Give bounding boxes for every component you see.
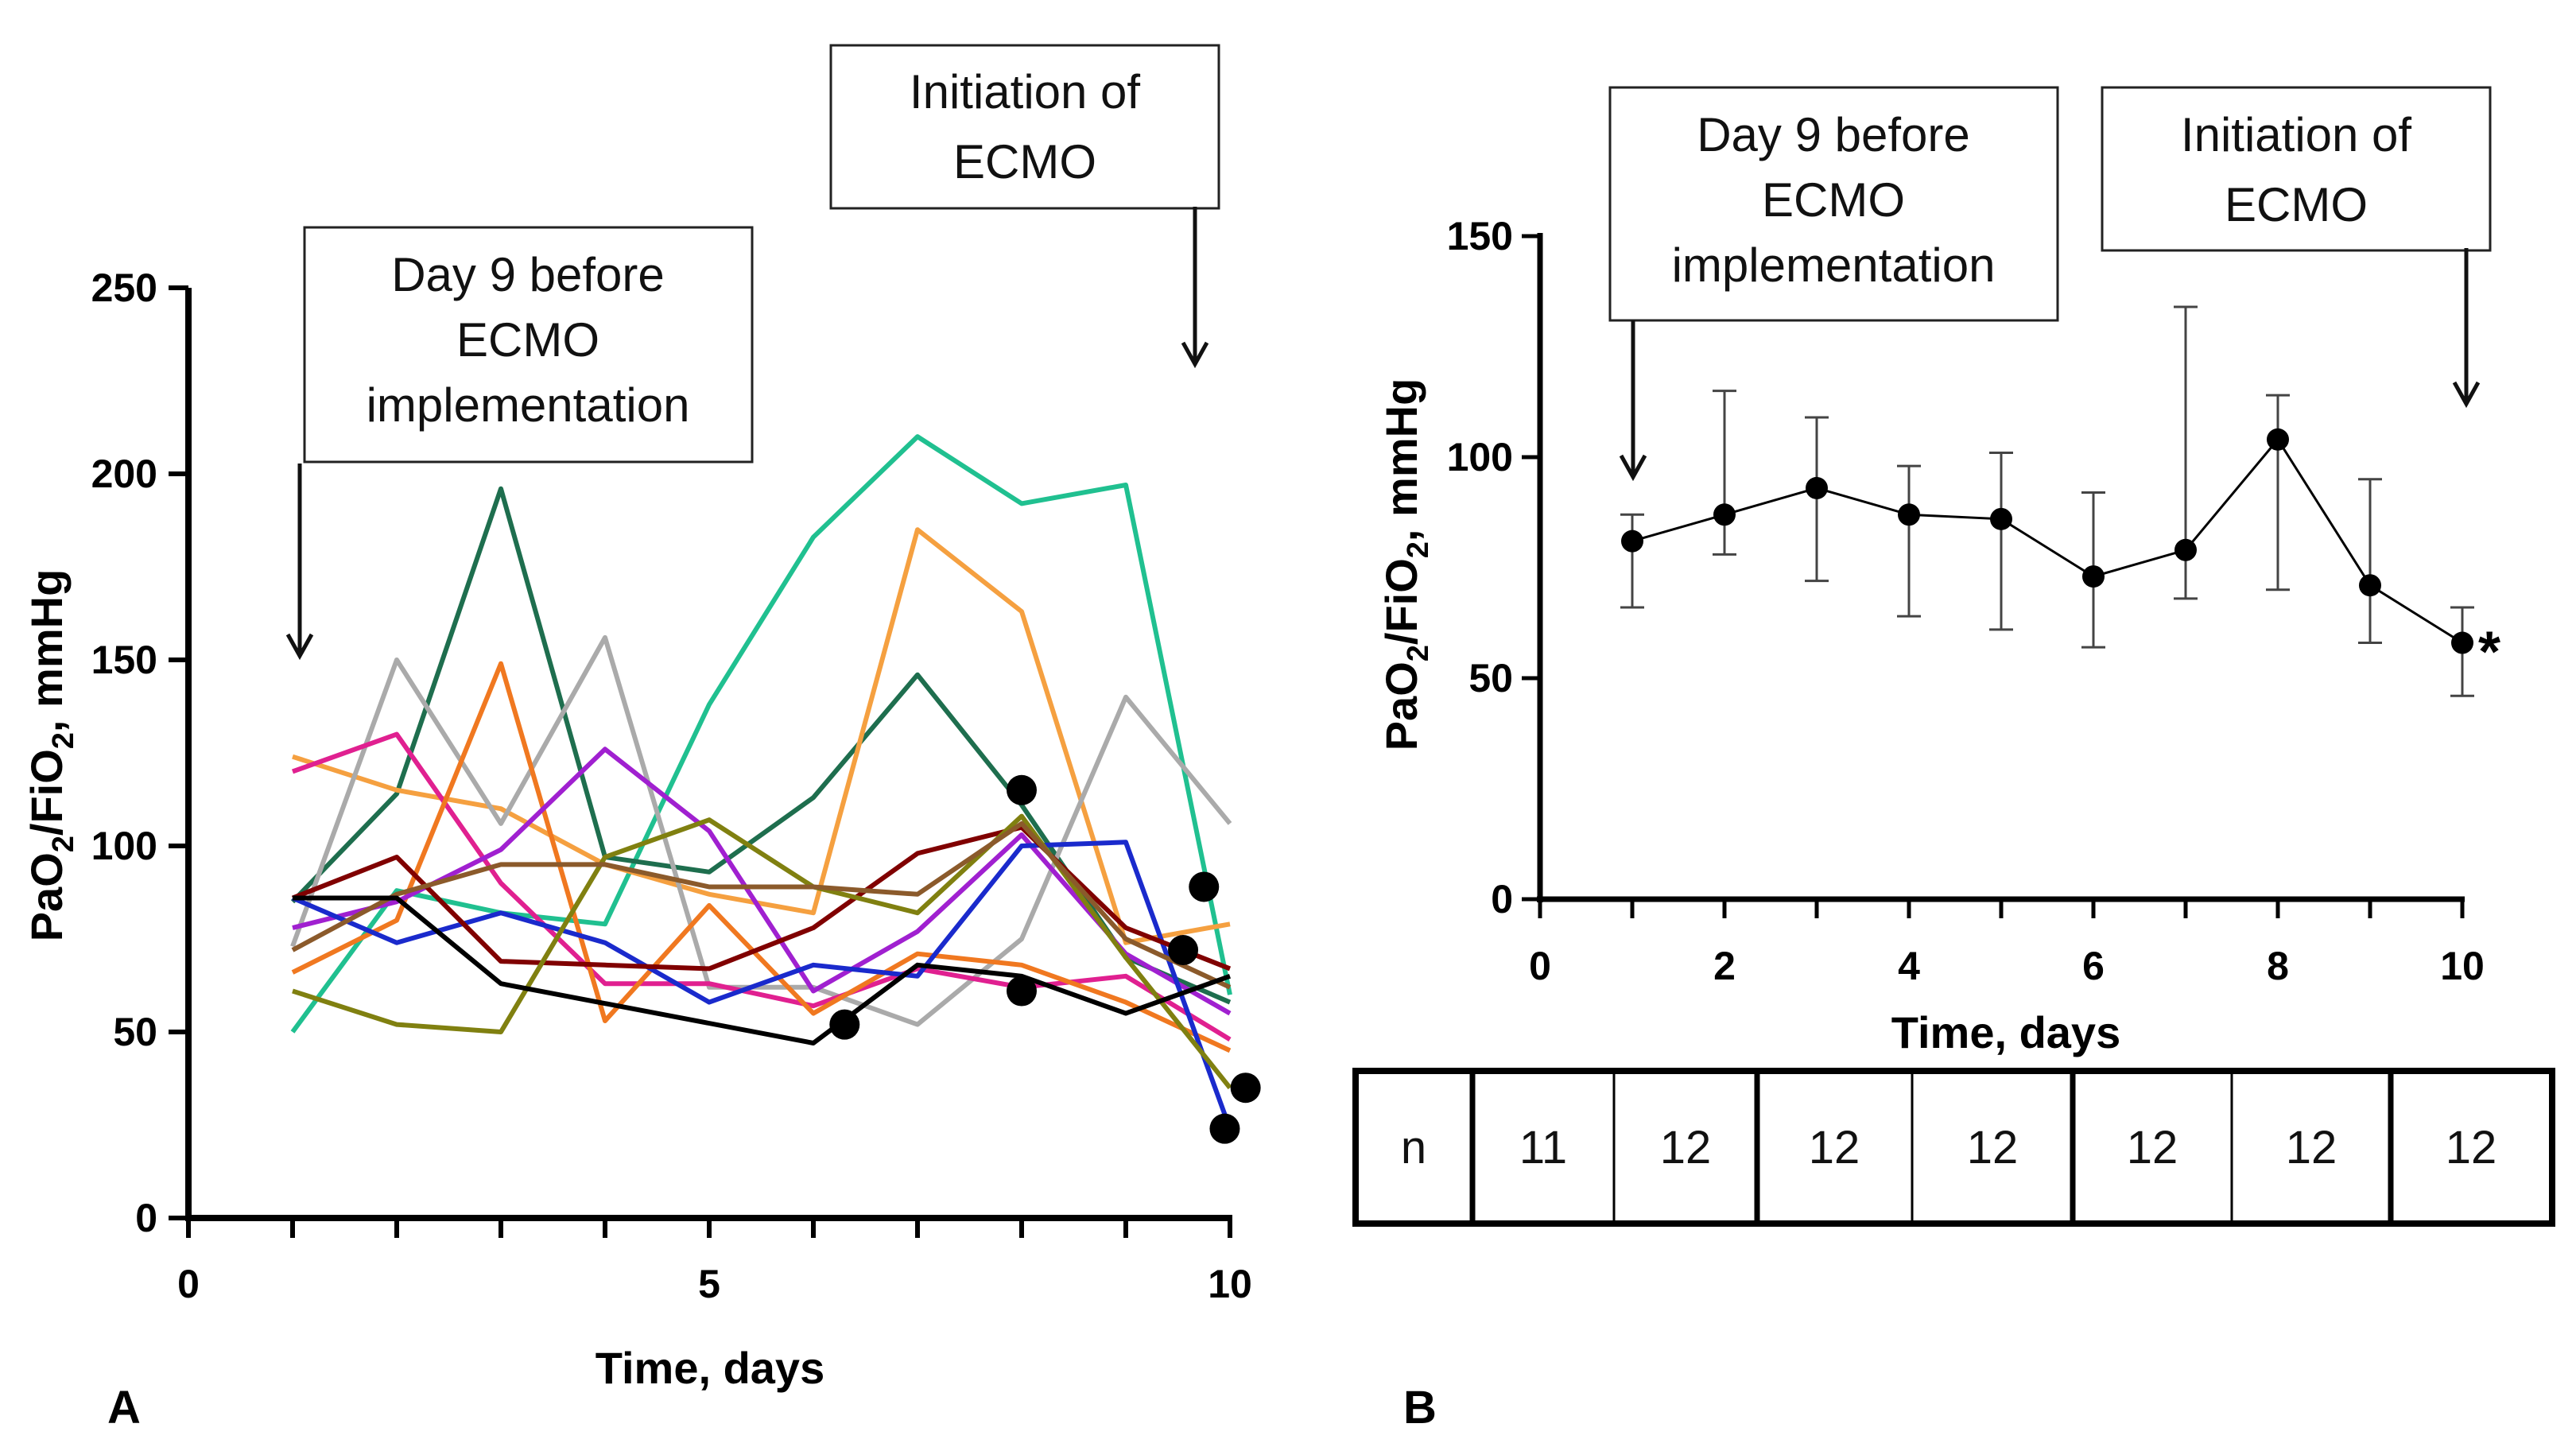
panel-b-arrowhead-ecmo	[2452, 381, 2481, 409]
panel-a-chart: 0 50 100 150 200 250 0 5 10 PaO2/FiO2, mmHg Tim…	[21, 44, 1261, 1433]
panel-a-annotation-ecmo-line-1: Initiation of	[910, 65, 1141, 118]
panel-b-y-ticks: 0 50 100 150	[1447, 214, 1540, 921]
panel-a-ecmo-marker	[1007, 976, 1037, 1007]
panel-b-significance-asterisk: *	[2478, 621, 2500, 685]
panel-a-series-line-patient-11	[291, 820, 1232, 990]
panel-b-series-line-median	[1631, 437, 2463, 644]
panel-a-series-line-patient-6	[291, 661, 1232, 1053]
panel-b-series-group: *	[1620, 305, 2500, 697]
panel-b-annotation-day9-text: Day 9 before ECMO implementation	[1672, 108, 1996, 292]
panel-b-chart: * 0 50 100 150 0 2 4 6 8 10 PaO2/FiO2, mmHg Time…	[1352, 86, 2555, 1433]
panel-b-data-point	[1806, 476, 1828, 499]
panel-a-annotation-box-ecmo	[829, 44, 1220, 210]
panel-b-x-ticks: 0 2 4 6 8 10	[1529, 899, 2485, 988]
panel-a-y-tick-label: 200	[91, 452, 157, 496]
n-count-table: n 11 12 12 12 12 12 12	[1352, 1068, 2555, 1227]
panel-b-y-axis-label: PaO2/FiO2, mmHg	[1376, 378, 1435, 751]
panel-a-series-line-patient-8	[291, 840, 1232, 1130]
panel-b-data-point	[2082, 565, 2105, 588]
panel-a-series-line-patient-12	[293, 895, 1232, 1045]
n-table-cell: 11	[1519, 1122, 1567, 1173]
panel-b-annotation-day9-line-3: implementation	[1672, 239, 1996, 292]
panel-b-data-point	[2359, 574, 2381, 597]
panel-b-arrowhead-day9	[1619, 454, 1647, 482]
panel-a-ecmo-marker	[1209, 1113, 1240, 1144]
panel-b-x-tick-label: 10	[2440, 944, 2485, 988]
panel-b-annotation-day9-line-2: ECMO	[1762, 173, 1905, 227]
n-table-cell: 12	[1660, 1122, 1712, 1173]
panel-a-x-axis-label: Time, days	[596, 1343, 824, 1393]
n-table-border	[1352, 1068, 2555, 1227]
panel-b-annotation-box-ecmo	[2101, 86, 2492, 252]
n-table-cell: 12	[2127, 1122, 2178, 1173]
panel-b-data-point	[2174, 538, 2197, 561]
panel-b-annotation-box-day9	[1608, 86, 2059, 322]
panel-b-y-tick-label: 150	[1447, 214, 1513, 258]
panel-a-annotation-day9-line-1: Day 9 before	[391, 248, 665, 301]
panel-a-series-line-patient-4	[290, 634, 1232, 1027]
panel-a-series-line-patient-9	[291, 824, 1232, 972]
panel-a-annotation-day9-text: Day 9 before ECMO implementation	[367, 248, 690, 432]
panel-b-data-point	[1713, 503, 1736, 526]
panel-a-series-line-patient-7	[292, 747, 1232, 1016]
panel-a-series-group	[290, 434, 1232, 1130]
panel-b-annotation-day9-line-1: Day 9 before	[1697, 108, 1970, 161]
panel-b-x-tick-label: 0	[1529, 944, 1551, 988]
panel-a-series-line-patient-1	[290, 434, 1232, 1034]
panel-a-x-tick-label: 0	[177, 1262, 200, 1306]
panel-a-label: A	[107, 1382, 141, 1433]
panel-b-x-tick-label: 2	[1713, 944, 1736, 988]
panel-b-x-tick-label: 8	[2267, 944, 2289, 988]
panel-a-ecmo-markers	[829, 774, 1261, 1144]
panel-a-ecmo-marker	[829, 1009, 860, 1040]
n-table-cell: 12	[1967, 1122, 2019, 1173]
panel-a-series-line-patient-10	[292, 813, 1232, 1090]
panel-b-data-point	[1990, 507, 2012, 530]
panel-b-y-tick-label: 0	[1491, 877, 1513, 921]
panel-a-annotation-box-day9	[303, 226, 754, 464]
panel-a-x-tick-label: 5	[698, 1262, 720, 1306]
panel-a-x-tick-label: 10	[1208, 1262, 1252, 1306]
panel-a-y-tick-label: 150	[91, 638, 157, 682]
panel-a-y-tick-label: 0	[135, 1196, 157, 1240]
panel-b-data-point	[2267, 428, 2289, 451]
panel-b-label: B	[1403, 1382, 1437, 1433]
panel-b-y-tick-label: 50	[1468, 656, 1513, 700]
panel-b-annotation-ecmo-line-2: ECMO	[2225, 178, 2368, 231]
panel-b-annotation-ecmo-text: Initiation of ECMO	[2181, 108, 2412, 231]
n-table-header: n	[1401, 1122, 1426, 1173]
panel-a-y-axis-label: PaO2/FiO2, mmHg	[21, 569, 80, 942]
panel-a-annotation-day9-line-2: ECMO	[456, 313, 599, 367]
panel-b-x-axis-label: Time, days	[1891, 1007, 2120, 1057]
panel-a-ecmo-marker	[1189, 871, 1220, 902]
n-table-cell: 12	[2446, 1122, 2497, 1173]
n-table-cell: 12	[2286, 1122, 2337, 1173]
panel-a-y-tick-label: 50	[113, 1010, 157, 1054]
panel-b-annotation-ecmo-line-1: Initiation of	[2181, 108, 2412, 161]
panel-a-series-line-patient-3	[292, 527, 1231, 945]
panel-b-x-tick-label: 4	[1898, 944, 1920, 988]
panel-a-arrowhead-day9	[285, 633, 314, 661]
panel-a-x-ticks: 0 5 10	[177, 1218, 1252, 1306]
panel-a-y-tick-label: 100	[91, 824, 157, 868]
panel-a-y-tick-label: 250	[91, 266, 157, 310]
panel-a-ecmo-marker	[1168, 935, 1199, 966]
panel-a-y-ticks: 0 50 100 150 200 250	[91, 266, 188, 1240]
panel-a-annotation-ecmo-text: Initiation of ECMO	[910, 65, 1141, 188]
panel-b-y-tick-label: 100	[1447, 435, 1513, 479]
panel-a-annotation-ecmo-line-2: ECMO	[953, 135, 1096, 188]
panel-a-annotation-day9-line-3: implementation	[367, 378, 690, 432]
panel-b-x-tick-label: 6	[2082, 944, 2105, 988]
panel-b-data-point	[1621, 529, 1643, 553]
panel-b-data-point	[2451, 631, 2473, 654]
panel-b-data-point	[1898, 503, 1920, 526]
panel-a-ecmo-marker	[1230, 1073, 1261, 1104]
panel-a-ecmo-marker	[1007, 774, 1037, 805]
panel-a-arrowhead-ecmo	[1181, 341, 1209, 369]
n-table-cell: 12	[1809, 1122, 1860, 1173]
